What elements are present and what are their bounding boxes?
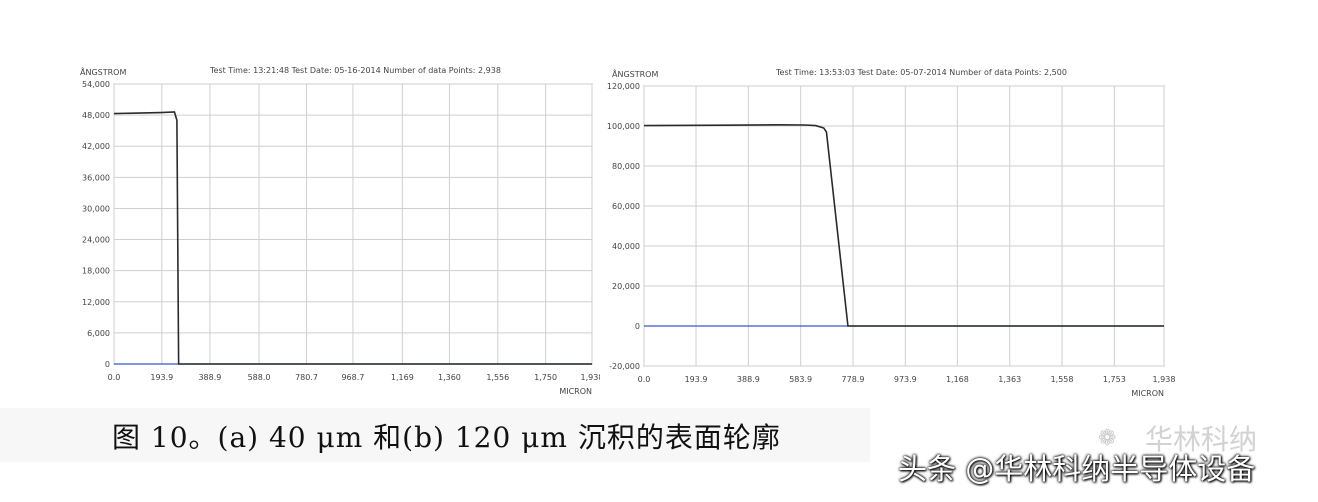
x-tick-label: 1,938: [1153, 375, 1176, 384]
x-tick-label: 968.7: [341, 373, 364, 382]
chart-b-svg: 0.0 193.9 388.9 583.9 778.9 973.9 1,168 1,363 1,…: [607, 82, 1176, 398]
figure-caption: 图 10。(a) 40 μm 和(b) 120 μm 沉积的表面轮廓: [112, 421, 781, 454]
x-tick-label: 1,363: [998, 375, 1021, 384]
profile-line: [643, 123, 1164, 327]
x-tick-label: 1,750: [534, 373, 557, 382]
x-tick-label: 0.0: [108, 373, 121, 382]
y-tick-label: 36,000: [82, 173, 110, 182]
x-tick-label: 1,360: [438, 373, 461, 382]
chart-a-header: Test Time: 13:21:48 Test Date: 05-16-201…: [210, 66, 501, 75]
y-tick-label: 20,000: [612, 282, 640, 291]
wechat-icon: ❁: [1098, 426, 1117, 451]
x-tick-label: 193.9: [685, 375, 708, 384]
y-tick-label: 0: [635, 322, 640, 331]
figure-caption-box: 图 10。(a) 40 μm 和(b) 120 μm 沉积的表面轮廓: [0, 408, 870, 462]
y-tick-label: 0: [105, 360, 110, 369]
chart-a-svg: 0.0 193.9 388.9 588.0 780.7 968.7 1,169 1,360 1,…: [82, 80, 603, 396]
y-tick-label: 30,000: [82, 204, 110, 213]
x-tick-label: 778.9: [842, 375, 865, 384]
watermark-background-text: 华林科纳: [1145, 423, 1258, 456]
chart-b-header: Test Time: 13:53:03 Test Date: 05-07-201…: [776, 68, 1067, 77]
y-tick-label: -20,000: [609, 362, 640, 371]
x-tick-label: 583.9: [789, 375, 812, 384]
watermark-text: 头条 @华林科纳半导体设备: [898, 452, 1256, 486]
x-tick-label: 0.0: [638, 375, 651, 384]
y-tick-label: 48,000: [82, 111, 110, 120]
x-tick-label: 588.0: [248, 373, 271, 382]
y-tick-label: 6,000: [87, 329, 110, 338]
chart-panel-b: Test Time: 13:53:03 Test Date: 05-07-201…: [600, 58, 1180, 408]
chart-panel-a: Test Time: 13:21:48 Test Date: 05-16-201…: [70, 58, 603, 408]
x-tick-label: 193.9: [150, 373, 173, 382]
y-tick-label: 12,000: [82, 298, 110, 307]
y-tick-label: 24,000: [82, 236, 110, 245]
profile-line: [113, 111, 592, 365]
y-tick-label: 60,000: [612, 202, 640, 211]
y-tick-label: 80,000: [612, 162, 640, 171]
x-tick-label: 388.9: [198, 373, 221, 382]
x-unit-label: MICRON: [1131, 389, 1164, 398]
x-tick-label: 1,753: [1103, 375, 1126, 384]
x-tick-label: 973.9: [894, 375, 917, 384]
x-tick-label: 1,558: [1051, 375, 1074, 384]
x-tick-label: 1,556: [486, 373, 509, 382]
chart-a-y-unit: ÅNGSTROM: [80, 68, 127, 77]
x-unit-label: MICRON: [559, 387, 592, 396]
x-tick-label: 1,938: [581, 373, 600, 382]
x-tick-label: 388.9: [737, 375, 760, 384]
x-tick-label: 780.7: [295, 373, 318, 382]
y-tick-label: 42,000: [82, 142, 110, 151]
y-tick-label: 120,000: [607, 82, 640, 91]
chart-b-y-unit: ÅNGSTROM: [612, 70, 659, 79]
y-tick-label: 100,000: [607, 122, 640, 131]
y-tick-label: 54,000: [82, 80, 110, 89]
y-tick-label: 18,000: [82, 267, 110, 276]
x-tick-label: 1,169: [391, 373, 414, 382]
plot-area: [643, 85, 1165, 367]
x-tick-label: 1,168: [946, 375, 969, 384]
y-tick-label: 40,000: [612, 242, 640, 251]
